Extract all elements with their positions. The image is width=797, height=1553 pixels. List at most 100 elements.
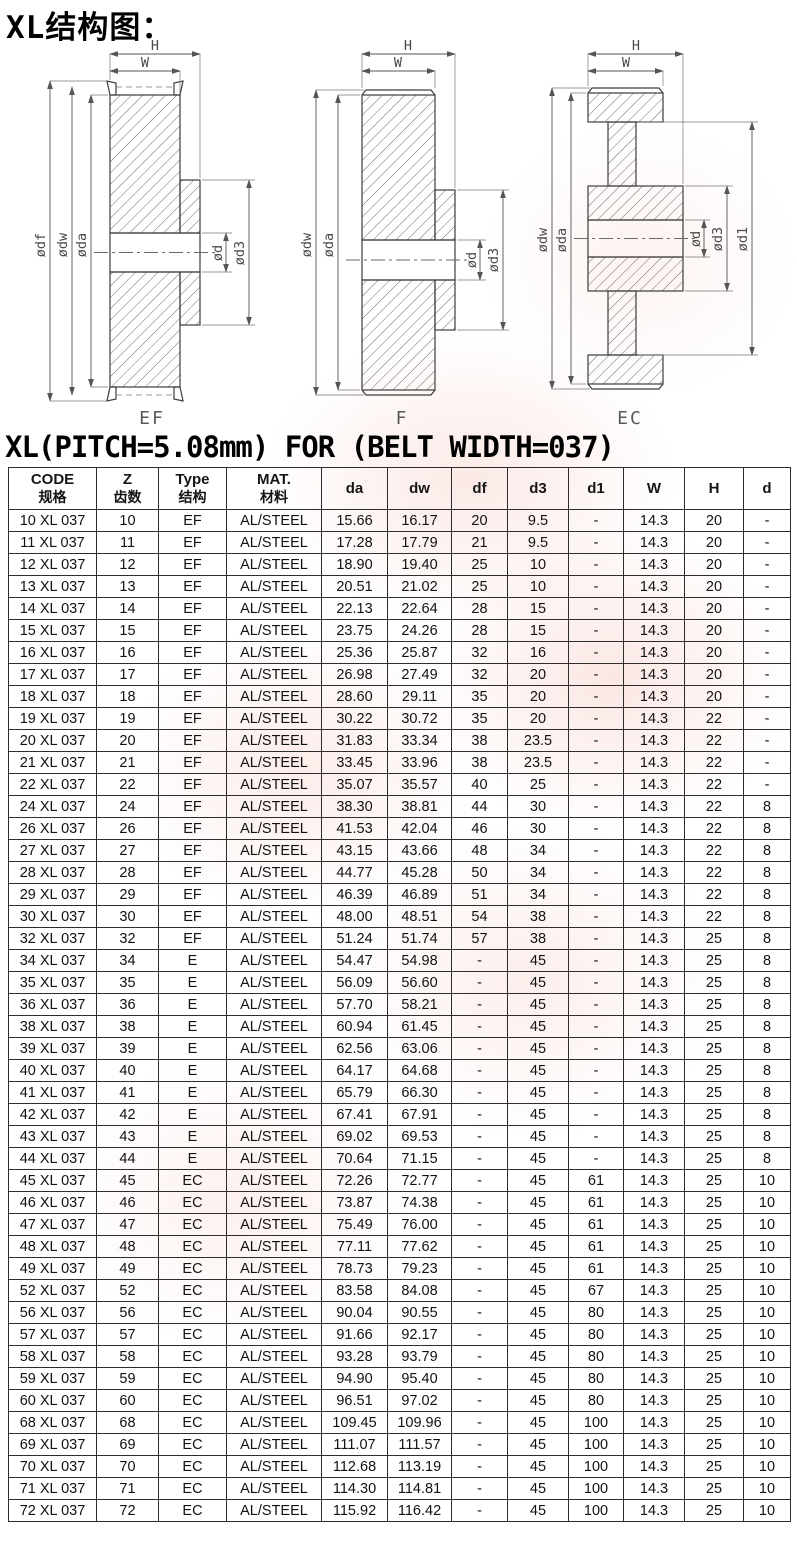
table-cell: 14.3 <box>623 641 685 664</box>
table-cell: EF <box>158 905 227 928</box>
table-cell: 45.28 <box>387 861 452 884</box>
table-cell: 56.09 <box>321 971 388 994</box>
table-cell: E <box>158 949 227 972</box>
table-cell: 45 <box>507 1455 569 1478</box>
table-cell: 10 <box>743 1213 791 1236</box>
table-cell: EF <box>158 663 227 686</box>
table-cell: 17.28 <box>321 531 388 554</box>
table-row: 12 XL 037 12 EF AL/STEEL 18.90 19.40 25 10-14.3… <box>8 553 791 576</box>
table-cell: 10 <box>743 1411 791 1434</box>
table-cell: 9.5 <box>507 531 569 554</box>
table-cell: 45 <box>507 1345 569 1368</box>
table-cell: - <box>568 883 624 906</box>
table-cell: AL/STEEL <box>226 685 322 708</box>
table-cell: 8 <box>743 839 791 862</box>
table-row: 39 XL 037 39 E AL/STEEL 62.56 63.06-45-14.3 25… <box>8 1037 791 1060</box>
table-cell: 77.62 <box>387 1235 452 1258</box>
drawing-label-ef: EF <box>139 408 165 429</box>
table-row: 35 XL 037 35 E AL/STEEL 56.09 56.60-45-14.3 25… <box>8 971 791 994</box>
table-cell: - <box>451 1169 508 1192</box>
table-cell: - <box>451 1015 508 1038</box>
table-cell: 22 <box>684 839 744 862</box>
table-cell: 28 <box>451 597 508 620</box>
column-header: da <box>321 467 388 510</box>
table-cell: 100 <box>568 1455 624 1478</box>
table-cell: - <box>743 685 791 708</box>
table-row: 44 XL 037 44 E AL/STEEL 70.64 71.15-45-14.3 25… <box>8 1147 791 1170</box>
table-cell: 69.02 <box>321 1125 388 1148</box>
table-cell: 58 <box>96 1345 159 1368</box>
table-cell: AL/STEEL <box>226 927 322 950</box>
table-cell: EF <box>158 685 227 708</box>
table-cell: 25 <box>684 1213 744 1236</box>
table-cell: 28 XL 037 <box>8 861 97 884</box>
table-cell: 48 <box>96 1235 159 1258</box>
table-cell: 43.66 <box>387 839 452 862</box>
table-cell: 26.98 <box>321 663 388 686</box>
table-cell: 45 <box>507 1389 569 1412</box>
table-cell: - <box>568 927 624 950</box>
table-cell: AL/STEEL <box>226 1367 322 1390</box>
table-row: 68 XL 037 68 EC AL/STEEL 109.45 109.96-45 100 1… <box>8 1411 791 1434</box>
table-cell: 14.3 <box>623 1235 685 1258</box>
table-cell: 61.45 <box>387 1015 452 1038</box>
table-cell: 71.15 <box>387 1147 452 1170</box>
table-cell: 48.51 <box>387 905 452 928</box>
pulley-drawing-ec: H W ødw øda ød ød3 ød1 EC <box>535 40 758 429</box>
table-cell: 34 <box>507 839 569 862</box>
table-cell: AL/STEEL <box>226 1169 322 1192</box>
table-cell: - <box>451 1081 508 1104</box>
table-cell: 20 XL 037 <box>8 729 97 752</box>
table-cell: 27.49 <box>387 663 452 686</box>
table-cell: 14.3 <box>623 1147 685 1170</box>
table-cell: - <box>568 773 624 796</box>
table-cell: EF <box>158 751 227 774</box>
dim-label-h: H <box>632 40 640 54</box>
table-row: 18 XL 037 18 EF AL/STEEL 28.60 29.11 35 20-14.3… <box>8 685 791 708</box>
table-cell: 32 <box>96 927 159 950</box>
table-cell: 38.30 <box>321 795 388 818</box>
table-cell: - <box>451 1037 508 1060</box>
table-row: 24 XL 037 24 EF AL/STEEL 38.30 38.81 44 30-14.3… <box>8 795 791 818</box>
table-cell: 80 <box>568 1367 624 1390</box>
table-cell: AL/STEEL <box>226 905 322 928</box>
table-cell: AL/STEEL <box>226 1499 322 1522</box>
table-cell: 14.3 <box>623 795 685 818</box>
table-cell: 91.66 <box>321 1323 388 1346</box>
pulley-drawing-ef: H W ødf ødw øda ød ød3 EF <box>33 40 255 429</box>
table-cell: 41 <box>96 1081 159 1104</box>
table-cell: - <box>743 751 791 774</box>
table-row: 52 XL 037 52 EC AL/STEEL 83.58 84.08-45 67 14.3… <box>8 1279 791 1302</box>
dim-label-od1: ød1 <box>735 227 751 251</box>
table-cell: 22 <box>684 883 744 906</box>
table-cell: 90.55 <box>387 1301 452 1324</box>
table-cell: - <box>568 575 624 598</box>
table-cell: 25 <box>684 1257 744 1280</box>
table-cell: 15 <box>507 597 569 620</box>
table-cell: 25 <box>684 971 744 994</box>
dim-label-oda: øda <box>74 233 90 257</box>
table-cell: 44.77 <box>321 861 388 884</box>
table-cell: 13 <box>96 575 159 598</box>
table-cell: EC <box>158 1257 227 1280</box>
table-cell: AL/STEEL <box>226 1191 322 1214</box>
table-cell: EF <box>158 927 227 950</box>
table-cell: EC <box>158 1499 227 1522</box>
table-cell: - <box>451 1103 508 1126</box>
table-cell: 11 <box>96 531 159 554</box>
table-cell: 14.3 <box>623 949 685 972</box>
table-cell: 90.04 <box>321 1301 388 1324</box>
table-cell: - <box>568 1037 624 1060</box>
table-cell: 10 <box>743 1433 791 1456</box>
table-cell: AL/STEEL <box>226 619 322 642</box>
table-cell: 14.3 <box>623 1323 685 1346</box>
table-cell: 10 <box>743 1455 791 1478</box>
table-row: 29 XL 037 29 EF AL/STEEL 46.39 46.89 51 34-14.3… <box>8 883 791 906</box>
table-cell: 8 <box>743 1081 791 1104</box>
table-cell: 100 <box>568 1411 624 1434</box>
table-cell: 8 <box>743 1037 791 1060</box>
table-cell: 42.04 <box>387 817 452 840</box>
table-cell: 41.53 <box>321 817 388 840</box>
table-row: 19 XL 037 19 EF AL/STEEL 30.22 30.72 35 20-14.3… <box>8 707 791 730</box>
